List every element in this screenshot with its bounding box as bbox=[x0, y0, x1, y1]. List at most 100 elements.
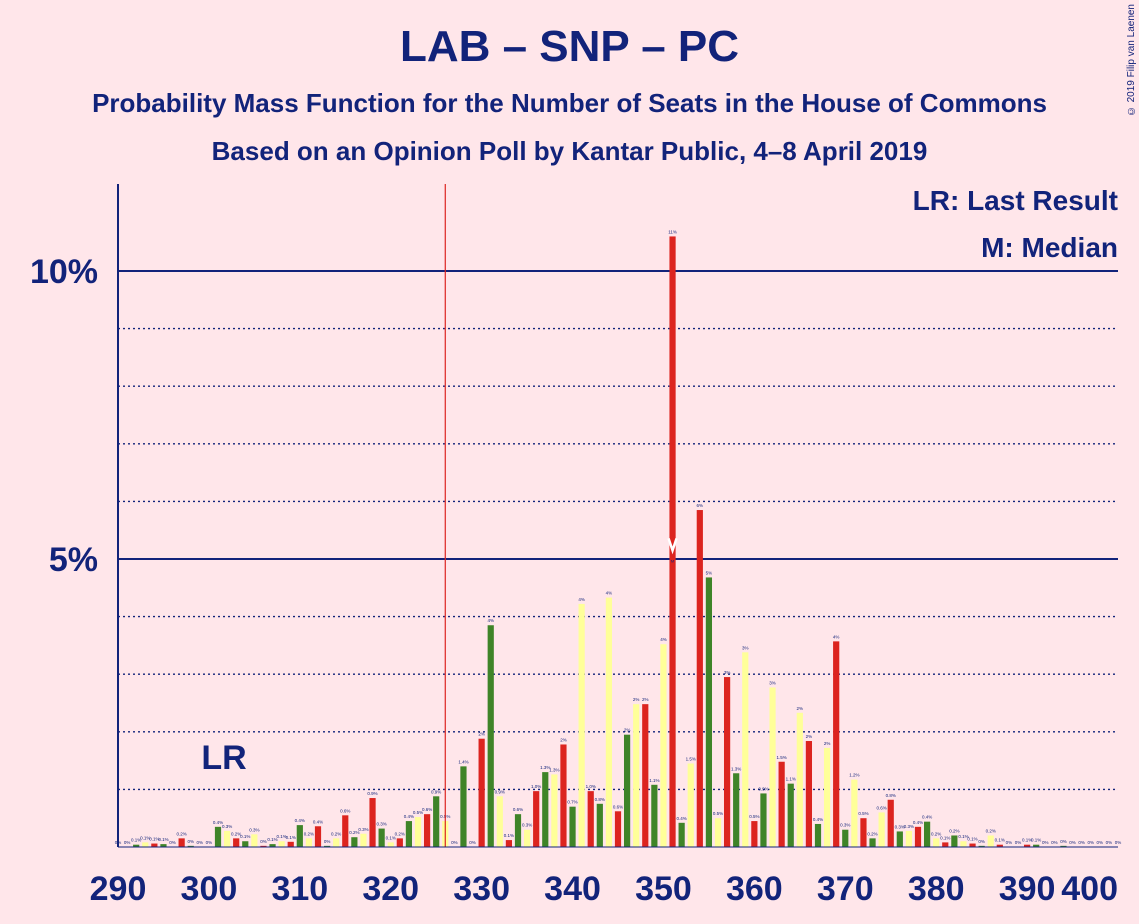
bar-value-label: 1.1% bbox=[786, 777, 796, 782]
bar-seats-356 bbox=[714, 818, 722, 847]
bar-value-label: 2% bbox=[624, 728, 631, 733]
x-tick-label: 310 bbox=[271, 870, 328, 908]
bar-seats-390 bbox=[1023, 844, 1031, 847]
bar-seats-320 bbox=[387, 842, 394, 847]
bar-value-label: 0.8% bbox=[886, 793, 896, 798]
bar-value-label: 0.1% bbox=[158, 837, 168, 842]
bar-seats-394 bbox=[1060, 845, 1067, 847]
x-tick-label: 350 bbox=[635, 870, 692, 908]
bar-seats-315 bbox=[342, 815, 349, 847]
bar-value-label: 0.6% bbox=[513, 807, 523, 812]
bar-value-label: 0.4% bbox=[295, 818, 305, 823]
bar-value-label: 0% bbox=[169, 840, 176, 845]
bar-value-label: 1.0% bbox=[531, 784, 541, 789]
bar-value-label: 0% bbox=[1051, 840, 1058, 845]
bar-seats-385 bbox=[978, 845, 985, 847]
bar-seats-348 bbox=[642, 704, 649, 847]
bar-value-label: 0.1% bbox=[504, 833, 514, 838]
bar-seats-370 bbox=[842, 829, 849, 847]
bar-seats-338 bbox=[551, 774, 558, 847]
bar-value-label: 0.9% bbox=[431, 789, 441, 794]
bar-seats-312 bbox=[314, 826, 322, 847]
median-marker bbox=[667, 537, 678, 555]
bar-value-label: 0.2% bbox=[177, 831, 187, 836]
bar-value-label: 0.1% bbox=[1031, 838, 1041, 843]
bar-value-label: 0.2% bbox=[231, 831, 241, 836]
bar-value-label: 0.5% bbox=[749, 814, 759, 819]
bar-seats-322 bbox=[405, 821, 413, 847]
bar-value-label: 2% bbox=[560, 737, 567, 742]
bar-value-label: 1.3% bbox=[731, 766, 741, 771]
bar-seats-335 bbox=[523, 829, 531, 847]
bar-seats-364 bbox=[787, 783, 794, 847]
bar-seats-308 bbox=[278, 841, 285, 847]
bar-value-label: 0.6% bbox=[613, 804, 623, 809]
bar-seats-328 bbox=[460, 766, 467, 847]
bar-seats-380 bbox=[933, 838, 940, 847]
bar-seats-336 bbox=[533, 791, 540, 847]
bar-seats-321 bbox=[396, 838, 403, 847]
bar-seats-368 bbox=[823, 747, 831, 847]
bar-seats-337 bbox=[542, 772, 549, 847]
x-tick-label: 330 bbox=[453, 870, 510, 908]
bar-value-label: 0.9% bbox=[367, 791, 377, 796]
bar-value-label: 0.3% bbox=[249, 827, 259, 832]
bar-value-label: 4% bbox=[487, 618, 494, 623]
bar-value-label: 0.3% bbox=[522, 823, 532, 828]
bar-seats-360 bbox=[751, 821, 758, 847]
bar-seats-314 bbox=[333, 838, 340, 847]
bar-seats-361 bbox=[760, 793, 767, 847]
bar-value-label: 0% bbox=[1060, 839, 1067, 844]
bar-seats-342 bbox=[587, 791, 594, 847]
bar-value-label: 0.9% bbox=[758, 786, 768, 791]
bar-seats-346 bbox=[623, 734, 631, 847]
bar-seats-325 bbox=[433, 796, 440, 847]
bar-seats-387 bbox=[996, 844, 1003, 847]
bar-seats-344 bbox=[605, 597, 613, 847]
bar-seats-347 bbox=[633, 704, 640, 847]
bar-value-label: 0.2% bbox=[931, 831, 941, 836]
bar-seats-358 bbox=[733, 773, 740, 847]
bar-seats-324 bbox=[423, 814, 431, 847]
bar-seats-359 bbox=[742, 652, 749, 847]
legend-median: M: Median bbox=[981, 232, 1118, 263]
y-tick-label: 5% bbox=[49, 541, 98, 579]
bar-seats-367 bbox=[814, 823, 822, 847]
bar-value-label: 0% bbox=[1006, 840, 1013, 845]
x-tick-label: 390 bbox=[999, 870, 1056, 908]
x-tick-label: 300 bbox=[181, 870, 238, 908]
bar-seats-303 bbox=[233, 838, 240, 847]
bar-seats-298 bbox=[187, 845, 194, 847]
bar-value-label: 0% bbox=[1042, 840, 1049, 845]
bar-value-label: 0.4% bbox=[313, 819, 323, 824]
bar-value-label: 0.7% bbox=[567, 800, 577, 805]
x-tick-label: 400 bbox=[1061, 870, 1118, 908]
bar-value-label: 0.2% bbox=[349, 830, 359, 835]
bar-value-label: 0% bbox=[1115, 840, 1122, 845]
bar-seats-378 bbox=[914, 826, 922, 847]
bar-value-label: 2% bbox=[633, 697, 640, 702]
bar-value-label: 0.2% bbox=[304, 831, 314, 836]
bar-value-label: 0.1% bbox=[995, 838, 1005, 843]
bar-value-label: 0.6% bbox=[422, 807, 432, 812]
bar-seats-311 bbox=[305, 838, 313, 847]
bar-value-label: 0.3% bbox=[377, 822, 387, 827]
bar-value-label: 0.1% bbox=[131, 838, 141, 843]
bar-value-label: 0% bbox=[260, 839, 267, 844]
bar-value-label: 0.5% bbox=[858, 811, 868, 816]
bar-seats-292 bbox=[133, 844, 140, 847]
bar-seats-313 bbox=[323, 845, 331, 847]
bar-value-label: 0% bbox=[978, 839, 985, 844]
bar-value-label: 0% bbox=[469, 840, 476, 845]
bar-value-label: 4% bbox=[578, 597, 585, 602]
bar-seats-384 bbox=[969, 843, 976, 847]
bar-value-label: 0% bbox=[1106, 840, 1113, 845]
bar-seats-365 bbox=[796, 712, 803, 847]
bar-value-label: 0.5% bbox=[713, 811, 723, 816]
bar-value-label: 1.1% bbox=[649, 778, 659, 783]
bar-value-label: 0% bbox=[1078, 840, 1085, 845]
bar-value-label: 11% bbox=[668, 229, 677, 234]
bar-seats-366 bbox=[805, 741, 813, 847]
bar-seats-317 bbox=[360, 833, 367, 847]
bar-value-label: 0.1% bbox=[149, 837, 159, 842]
